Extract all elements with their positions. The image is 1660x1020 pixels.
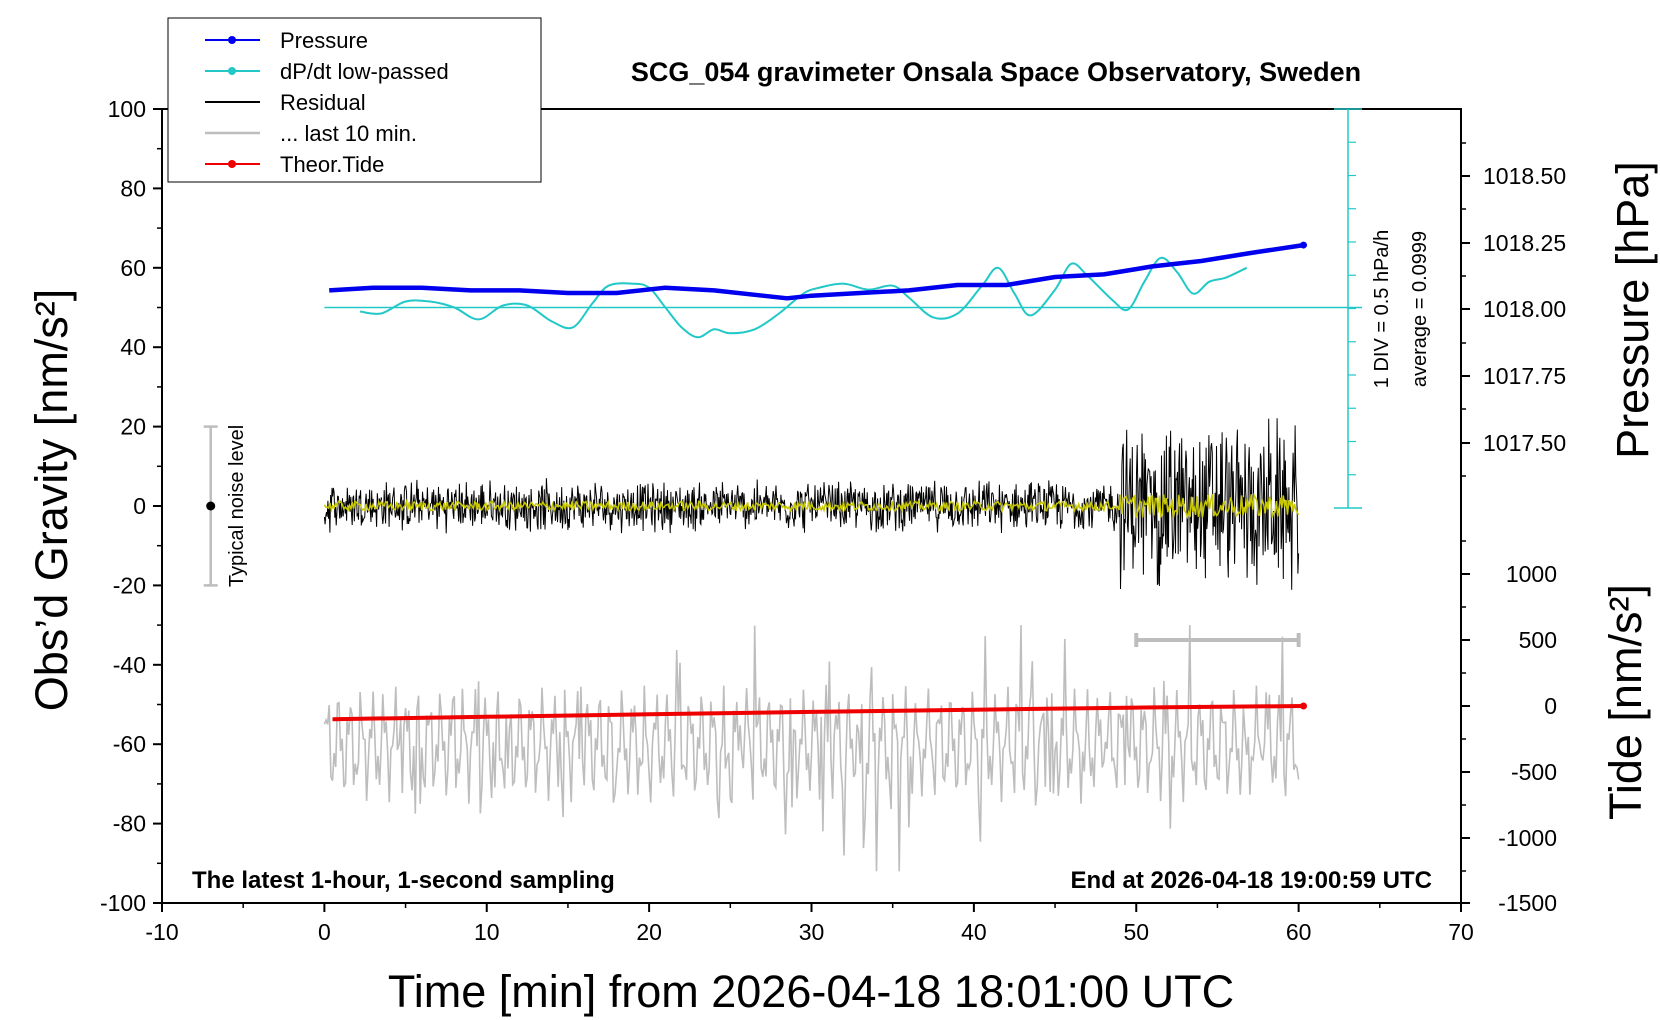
y-tick-label: 20 — [120, 414, 146, 440]
tide-tick-label: 0 — [1544, 693, 1557, 719]
legend-box — [167, 17, 542, 183]
average-label: average = 0.0999 — [1409, 231, 1431, 387]
pressure-scale-bar — [1334, 108, 1362, 509]
tide-endpoint — [1299, 702, 1307, 710]
y-tick-label: -40 — [113, 652, 146, 678]
x-tick-label: -10 — [145, 919, 178, 945]
x-tick-label: 30 — [799, 919, 825, 945]
pressure-axis-ticks: 1018.50 1018.25 1018.00 1017.75 1017.50 — [1461, 142, 1566, 477]
y-tick-label: 60 — [120, 255, 146, 281]
legend-marker — [228, 67, 236, 75]
y-tick-label: 80 — [120, 175, 146, 201]
pressure-tick-label: 1018.50 — [1483, 163, 1566, 189]
x-tick-label: 40 — [961, 919, 987, 945]
noise-level-label: Typical noise level — [226, 425, 248, 587]
series-layer — [323, 241, 1362, 872]
y-tick-label: 0 — [133, 493, 146, 519]
pressure-tick-label: 1018.25 — [1483, 230, 1566, 256]
x-tick-label: 10 — [474, 919, 500, 945]
legend-label: Residual — [280, 90, 366, 115]
tide-axis-ticks: 1000 500 0 -500 -1000 -1500 — [1461, 540, 1557, 916]
legend-label: dP/dt low-passed — [280, 59, 449, 84]
x-tick-label: 50 — [1123, 919, 1149, 945]
footer-left: The latest 1-hour, 1-second sampling — [192, 867, 615, 894]
legend-label: Theor.Tide — [280, 152, 384, 177]
legend-marker — [228, 160, 236, 168]
x-tick-label: 60 — [1286, 919, 1312, 945]
y-tick-label: -100 — [100, 890, 146, 916]
tide-tick-label: -1500 — [1498, 890, 1557, 916]
x-tick-label: 20 — [636, 919, 662, 945]
chart-title: SCG_054 gravimeter Onsala Space Observat… — [631, 57, 1361, 87]
pressure-tick-label: 1017.50 — [1483, 430, 1566, 456]
y-tick-label: 100 — [108, 96, 146, 122]
tide-tick-label: -500 — [1511, 759, 1557, 785]
series-theor-tide — [332, 704, 1304, 722]
pressure-endpoint — [1299, 241, 1307, 249]
pressure-axis-title: Pressure [hPa] — [1607, 161, 1658, 459]
noise-level-indicator — [203, 425, 218, 587]
y-tick-label: -80 — [113, 811, 146, 837]
series-dpdt — [359, 256, 1248, 339]
tide-tick-label: 1000 — [1506, 561, 1557, 587]
tide-axis-title: Tide [nm/s²] — [1600, 584, 1651, 820]
legend-marker — [228, 36, 236, 44]
tide-tick-label: -1000 — [1498, 825, 1557, 851]
series-last-10-min — [323, 625, 1300, 872]
footer-right: End at 2026-04-18 19:00:59 UTC — [1071, 867, 1433, 894]
y-tick-label: -60 — [113, 731, 146, 757]
series-residual-smoothed — [323, 492, 1300, 520]
x-axis-title: Time [min] from 2026-04-18 18:01:00 UTC — [388, 966, 1234, 1017]
series-pressure — [329, 242, 1304, 301]
x-tick-label: 70 — [1448, 919, 1474, 945]
pressure-scale-label: 1 DIV = 0.5 hPa/h — [1371, 230, 1393, 388]
noise-center-dot — [206, 501, 216, 511]
legend-label: ... last 10 min. — [280, 121, 417, 146]
y-tick-label: 40 — [120, 334, 146, 360]
tide-tick-label: 500 — [1519, 627, 1557, 653]
y-tick-label: -20 — [113, 572, 146, 598]
legend-label: Pressure — [280, 28, 368, 53]
x-tick-label: 0 — [318, 919, 331, 945]
y-axis-ticks: 100 80 60 40 20 0 -20 -40 -60 -80 -100 — [100, 96, 162, 916]
pressure-tick-label: 1018.00 — [1483, 296, 1566, 322]
y-axis-title: Obs’d Gravity [nm/s²] — [26, 289, 77, 712]
legend: Pressure dP/dt low-passed Residual ... last… — [167, 17, 542, 183]
pressure-tick-label: 1017.75 — [1483, 363, 1566, 389]
x-axis-ticks: -10 0 10 20 30 40 50 60 70 — [145, 903, 1474, 945]
